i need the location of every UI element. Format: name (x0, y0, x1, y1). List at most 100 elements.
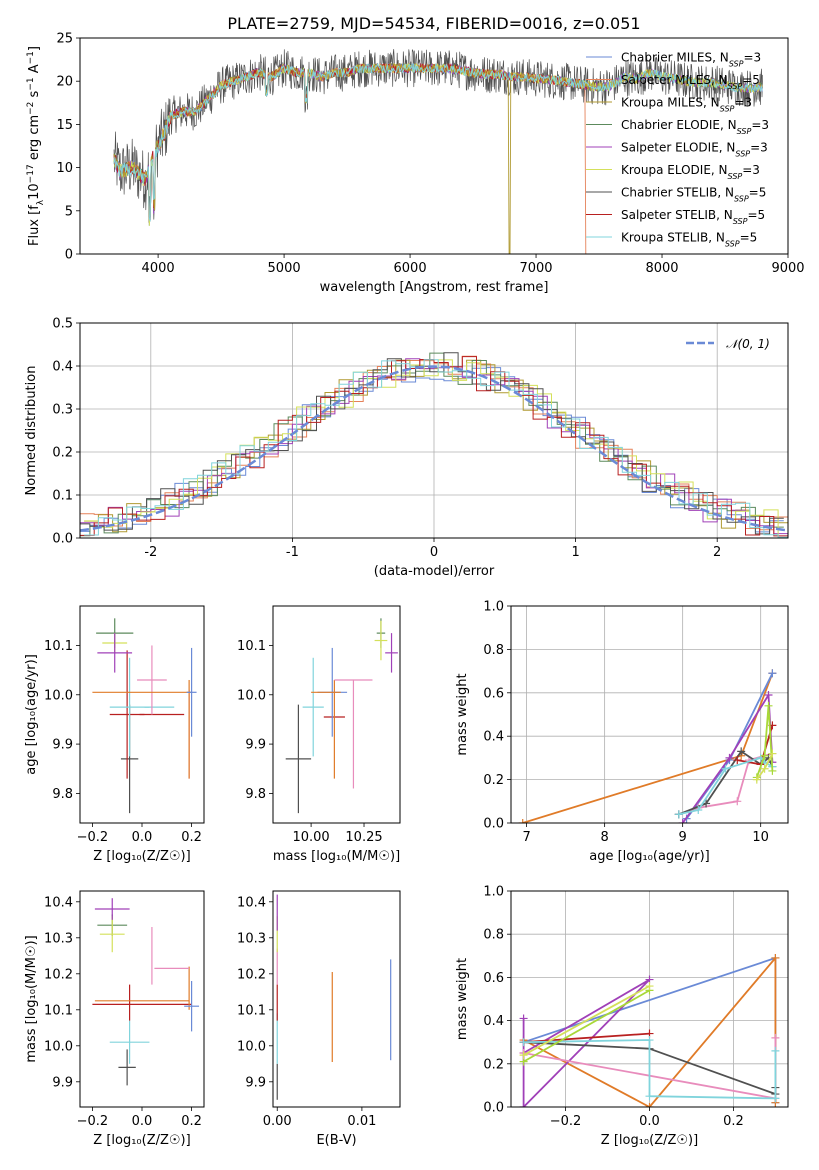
legend-entry: Kroupa ELODIE, NSSP=3 (621, 163, 760, 181)
legend-entry: 𝒩(0, 1) (726, 337, 770, 351)
axes-frame (79, 37, 789, 255)
weight_vs_age-panel: 7 8 9 10 0.0 0.2 0.4 0.6 0.8 1.0 age [log₁₀(age/yr… (455, 600, 789, 864)
y-tick-label: 0.4 (52, 360, 73, 375)
y-tick-label: 0.8 (483, 928, 504, 943)
y-tick-label: 9.9 (245, 738, 266, 753)
x-axis-label: wavelength [Angstrom, rest frame] (320, 280, 549, 295)
spectrum-series-line (113, 63, 588, 221)
y-tick-label: 0.6 (483, 971, 504, 986)
mass_vs_z-panel: −0.2 0.0 0.2 9.9 10.0 10.1 10.2 10.3 10.4 Z [log₁… (24, 890, 205, 1148)
legend-entry: Chabrier ELODIE, NSSP=3 (621, 118, 769, 136)
y-axis-label: Flux [fλ10−17 erg cm−2 s−1 A−1] (26, 46, 46, 246)
y-tick-label: 9.9 (245, 1075, 266, 1090)
y-tick-label: 10.1 (237, 639, 266, 654)
weight-point-marker (771, 953, 780, 962)
weight-point-marker (645, 982, 654, 991)
histogram-series (84, 359, 788, 533)
weight-point-marker (768, 669, 777, 678)
y-tick-label: 10.3 (44, 931, 73, 946)
y-tick-label: 10.1 (44, 639, 73, 654)
weight-point-marker (519, 1051, 528, 1060)
age_vs_z-panel: −0.2 0.0 0.2 9.8 9.9 10.0 10.1 Z [log₁₀(Z/Z☉)] a… (24, 605, 205, 864)
error-bar-point (184, 981, 200, 1032)
error-bar-point (99, 916, 125, 953)
weight-point-marker (771, 1033, 780, 1042)
y-tick-label: 5 (65, 204, 73, 219)
legend-entry: Salpeter ELODIE, NSSP=3 (621, 141, 768, 159)
weight-point-marker (519, 1014, 528, 1023)
weight-point-marker (733, 756, 742, 765)
y-tick-label: 10.1 (237, 1003, 266, 1018)
x-axis-label: (data-model)/error (374, 564, 495, 579)
y-tick-label: 0.6 (483, 686, 504, 701)
x-tick-label: -2 (144, 545, 157, 560)
axes-frame (79, 605, 205, 824)
x-tick-label: 10.25 (345, 830, 382, 845)
weight-point-marker (519, 1103, 528, 1107)
y-tick-label: 10.0 (237, 688, 266, 703)
x-tick-label: 7 (522, 830, 530, 845)
y-axis-label: Normed distribution (24, 366, 39, 496)
y-tick-label: 0.0 (483, 817, 504, 832)
legend-entry: Salpeter STELIB, NSSP=5 (621, 208, 765, 226)
weight-point-marker (771, 1094, 780, 1103)
weight-point-marker (645, 1036, 654, 1045)
histogram-series (80, 367, 784, 533)
weight-point-marker (771, 1046, 780, 1055)
spectrum-series-line (113, 63, 588, 254)
y-tick-label: 0.2 (52, 446, 73, 461)
x-tick-label: 0.2 (181, 1114, 202, 1129)
residuals-panel: -2 -1 0 1 2 0.0 0.1 0.2 0.3 0.4 0.5 (data-model)/er… (24, 317, 789, 579)
y-tick-label: 0.1 (52, 489, 73, 504)
y-tick-label: 9.9 (52, 1075, 73, 1090)
histogram-series (84, 359, 788, 538)
weight-series (682, 669, 777, 823)
weight-point-marker (645, 1103, 654, 1107)
histogram-series (80, 352, 784, 535)
y-tick-label: 0.0 (52, 532, 73, 547)
histogram-series (84, 359, 788, 538)
error-bars (92, 618, 197, 814)
y-tick-label: 0.4 (483, 1014, 504, 1029)
error-bar-point (109, 657, 150, 757)
weight-series (519, 986, 654, 1066)
weight-series-line (523, 985, 650, 1056)
x-tick-label: 10 (752, 830, 769, 845)
y-tick-label: 10.1 (44, 1003, 73, 1018)
y-tick-label: 10.0 (44, 688, 73, 703)
y-tick-label: 15 (56, 118, 73, 133)
weight-lines (519, 953, 780, 1107)
y-tick-label: 9.9 (52, 738, 73, 753)
weight-point-marker (752, 775, 761, 784)
spectrum-series-line (113, 63, 763, 222)
x-tick-label: −0.2 (77, 1114, 109, 1129)
figure-title: PLATE=2759, MJD=54534, FIBERID=0016, z=0… (227, 14, 640, 33)
x-tick-label: 0.0 (132, 830, 153, 845)
error-bar-point (109, 1020, 150, 1064)
histogram-series (80, 352, 784, 537)
legend-entry: Chabrier STELIB, NSSP=5 (621, 186, 766, 204)
x-tick-label: 0.2 (723, 1114, 744, 1129)
age_vs_mass-panel: 10.00 10.25 9.8 9.9 10.0 10.1 mass [log₁₀(M/M☉… (237, 605, 401, 864)
x-tick-label: 0.01 (347, 1114, 376, 1129)
error-bar-point (118, 1049, 136, 1086)
error-bars (92, 898, 200, 1086)
x-tick-label: −0.2 (77, 830, 109, 845)
y-tick-label: 0.2 (483, 773, 504, 788)
x-tick-label: -1 (286, 545, 299, 560)
x-tick-label: 1 (571, 545, 579, 560)
weight-point-marker (725, 753, 734, 762)
y-tick-label: 20 (56, 75, 73, 90)
weight-lines (518, 669, 777, 823)
y-tick-label: 0.2 (483, 1057, 504, 1072)
x-tick-label: 9 (679, 830, 687, 845)
x-axis-label: Z [log₁₀(Z/Z☉)] (93, 849, 190, 864)
legend-entry: Kroupa STELIB, NSSP=5 (621, 231, 757, 249)
y-axis-label: mass weight (455, 673, 470, 755)
y-axis-label: age [log₁₀(age/yr)] (24, 654, 39, 775)
y-tick-label: 10.4 (237, 895, 266, 910)
weight-point-marker (674, 810, 683, 819)
y-tick-label: 1.0 (483, 600, 504, 615)
axes-frame (79, 322, 789, 539)
weight-series (519, 982, 654, 1060)
